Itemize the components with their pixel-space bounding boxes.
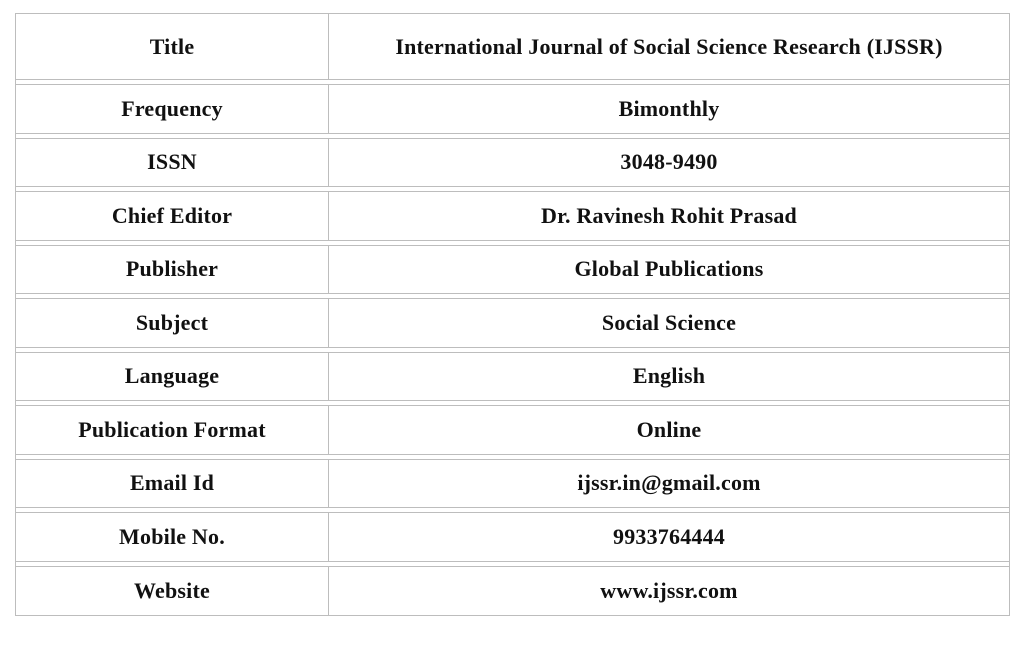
table-row: Subject Social Science <box>16 298 1009 348</box>
row-value: Social Science <box>601 309 737 335</box>
table-row: Email Id ijssr.in@gmail.com <box>16 458 1009 508</box>
table-row: Frequency Bimonthly <box>16 84 1009 134</box>
row-value: English <box>632 363 706 389</box>
row-value: International Journal of Social Science … <box>395 33 943 59</box>
row-value: 9933764444 <box>613 523 725 549</box>
table-row: Title International Journal of Social Sci… <box>16 14 1009 80</box>
row-label: ISSN <box>16 138 329 186</box>
row-label: Chief Editor <box>16 192 329 240</box>
table-row: Publisher Global Publications <box>16 244 1009 294</box>
table-row: ISSN 3048-9490 <box>16 137 1009 187</box>
row-value: Dr. Ravinesh Rohit Prasad <box>541 202 797 228</box>
table-row: Mobile No. 9933764444 <box>16 512 1009 562</box>
row-label: Email Id <box>16 459 329 507</box>
table-row: Language English <box>16 351 1009 401</box>
row-label: Publisher <box>16 245 329 293</box>
row-label: Title <box>16 14 329 79</box>
row-value: Global Publications <box>574 256 764 282</box>
row-label: Mobile No. <box>16 513 329 561</box>
row-value: Online <box>636 416 702 442</box>
row-label: Frequency <box>16 85 329 133</box>
journal-info-table: Title International Journal of Social Sci… <box>15 13 1010 616</box>
row-value: ijssr.in@gmail.com <box>577 470 761 496</box>
row-label: Website <box>16 566 329 615</box>
row-label: Subject <box>16 299 329 347</box>
row-value: Bimonthly <box>618 95 720 121</box>
row-label: Language <box>16 352 329 400</box>
row-value: www.ijssr.com <box>600 577 738 603</box>
table-row: Website www.ijssr.com <box>16 565 1009 615</box>
table-row: Publication Format Online <box>16 405 1009 455</box>
row-label: Publication Format <box>16 406 329 454</box>
row-value: 3048-9490 <box>620 149 718 175</box>
table-row: Chief Editor Dr. Ravinesh Rohit Prasad <box>16 191 1009 241</box>
